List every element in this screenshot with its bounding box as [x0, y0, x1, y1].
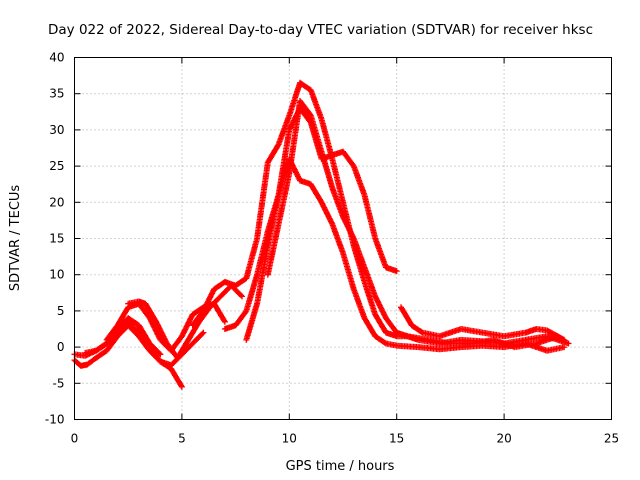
x-tick-label: 10: [282, 432, 297, 446]
data-series-track-8: [243, 155, 568, 354]
data-marker-trace: [398, 304, 568, 343]
y-tick-label: 20: [49, 195, 64, 209]
data-marker-trace: [243, 155, 568, 354]
data-marker-trace: [125, 282, 245, 361]
y-tick-label: 25: [49, 159, 64, 173]
y-tick-label: 0: [57, 340, 65, 354]
y-axis-label: SDTVAR / TECUs: [8, 185, 23, 292]
data-series-track-9: [264, 97, 561, 351]
y-tick-label: -10: [45, 413, 65, 427]
y-tick-label: 15: [49, 232, 64, 246]
series-group: [71, 79, 572, 390]
y-tick-label: 10: [49, 268, 64, 282]
x-tick-labels: 0 5 10 15 20 25: [71, 432, 619, 446]
y-tick-labels: -10 -5 0 5 10 15 20 25 30 35 40: [45, 51, 65, 427]
x-tick-label: 5: [178, 432, 186, 446]
data-series-track-5: [125, 282, 245, 361]
chart-title: Day 022 of 2022, Sidereal Day-to-day VTE…: [48, 22, 593, 38]
x-tick-label: 15: [389, 432, 404, 446]
x-tick-label: 25: [604, 432, 619, 446]
grid: [74, 57, 612, 420]
x-tick-label: 20: [496, 432, 511, 446]
y-tick-label: 40: [49, 51, 64, 65]
y-tick-label: 30: [49, 123, 64, 137]
y-tick-label: 35: [49, 87, 64, 101]
data-marker-trace: [264, 97, 561, 351]
y-tick-label: -5: [53, 376, 65, 390]
x-tick-label: 0: [71, 432, 79, 446]
data-series-track-10: [398, 304, 568, 343]
x-axis-label: GPS time / hours: [286, 459, 395, 474]
y-tick-label: 5: [57, 304, 65, 318]
axis-ticks: [74, 57, 612, 420]
